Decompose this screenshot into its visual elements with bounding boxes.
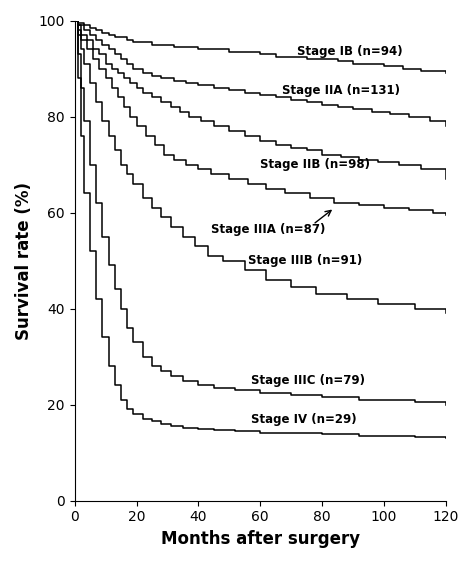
Text: Stage IV (n=29): Stage IV (n=29) (251, 413, 356, 426)
Text: Stage IIA (n=131): Stage IIA (n=131) (282, 84, 400, 97)
X-axis label: Months after surgery: Months after surgery (161, 530, 360, 548)
Text: Stage IIB (n=98): Stage IIB (n=98) (260, 158, 370, 171)
Text: Stage IIIA (n=87): Stage IIIA (n=87) (211, 223, 325, 236)
Text: Stage IIIC (n=79): Stage IIIC (n=79) (251, 374, 365, 387)
Y-axis label: Survival rate (%): Survival rate (%) (15, 182, 33, 339)
Text: Stage IB (n=94): Stage IB (n=94) (297, 45, 403, 58)
Text: Stage IIIB (n=91): Stage IIIB (n=91) (248, 254, 362, 267)
